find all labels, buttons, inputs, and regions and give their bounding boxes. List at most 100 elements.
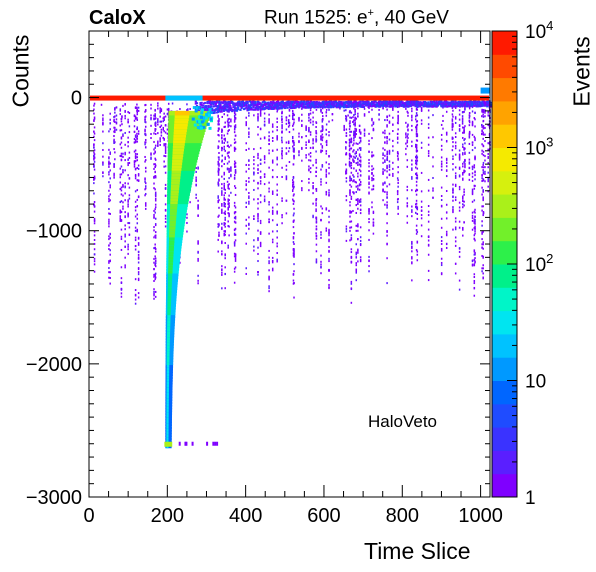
noise-cell <box>474 228 476 231</box>
noise-cell <box>325 173 328 176</box>
tail-cell <box>313 100 316 103</box>
noise-cell <box>445 162 448 165</box>
noise-cell <box>108 212 110 215</box>
noise-cell <box>136 127 139 130</box>
noise-cell <box>415 108 418 111</box>
noise-cell <box>127 141 129 144</box>
tail-cell <box>256 106 260 109</box>
tail-cell <box>420 103 423 106</box>
noise-cell <box>474 118 476 121</box>
noise-cell <box>353 142 355 145</box>
noise-cell <box>93 205 96 208</box>
noise-cell <box>414 115 417 118</box>
tail-cell <box>325 105 328 108</box>
noise-cell <box>144 125 147 128</box>
noise-cell <box>150 117 152 120</box>
noise-cell <box>153 152 155 155</box>
noise-cell <box>253 245 255 248</box>
tail-cell <box>321 102 324 105</box>
noise-cell <box>136 137 139 140</box>
noise-cell <box>350 179 353 182</box>
noise-cell <box>384 136 386 139</box>
tail-cell <box>329 106 333 109</box>
tail-cell <box>262 100 266 103</box>
noise-cell <box>474 257 476 260</box>
noise-cell <box>224 156 226 159</box>
noise-cell <box>271 256 274 259</box>
tail-cell <box>329 103 333 106</box>
noise-cell <box>328 250 330 253</box>
noise-cell <box>122 133 124 136</box>
noise-cell <box>108 181 110 184</box>
noise-cell <box>164 115 167 118</box>
tail-cell <box>390 101 394 104</box>
tail-cell <box>206 107 209 110</box>
tail-cell <box>436 104 439 107</box>
tail-cell <box>365 104 368 107</box>
noise-cell <box>124 199 126 202</box>
noise-cell <box>350 116 353 119</box>
noise-cell <box>392 116 394 119</box>
noise-cell <box>166 108 169 111</box>
tail-cell <box>367 104 370 107</box>
noise-cell <box>328 283 330 286</box>
tail-cell <box>424 104 428 107</box>
noise-cell <box>451 123 454 126</box>
noise-cell <box>144 185 147 188</box>
noise-cell <box>124 235 126 238</box>
noise-cell <box>359 165 362 168</box>
tail-cell <box>237 108 240 111</box>
noise-cell <box>382 170 384 173</box>
noise-cell <box>416 212 419 215</box>
noise-cell <box>227 118 229 121</box>
noise-cell <box>276 210 278 213</box>
noise-cell <box>309 167 312 170</box>
pulse-core-cell <box>171 180 180 185</box>
noise-cell <box>320 236 322 239</box>
tail-cell <box>422 105 425 108</box>
noise-cell <box>233 146 236 149</box>
noise-cell <box>291 145 294 148</box>
noise-cell <box>468 136 471 139</box>
noise-cell <box>93 177 96 180</box>
noise-cell <box>328 228 330 231</box>
pulse-core-cell <box>172 149 184 155</box>
noise-cell <box>315 221 318 224</box>
noise-cell <box>320 254 322 257</box>
noise-cell <box>481 246 483 249</box>
tail-cell <box>205 106 208 109</box>
noise-cell <box>187 108 189 111</box>
noise-cell <box>359 209 362 212</box>
tail-cell <box>212 105 215 108</box>
noise-cell <box>481 270 483 273</box>
noise-cell <box>349 120 351 123</box>
noise-cell <box>386 152 389 155</box>
noise-cell <box>315 130 317 133</box>
noise-cell <box>482 196 484 199</box>
noise-cell <box>109 232 111 235</box>
noise-cell <box>257 198 259 201</box>
noise-cell <box>144 146 147 149</box>
noise-cell <box>357 248 359 251</box>
noise-cell <box>350 155 353 158</box>
noise-cell <box>454 196 457 199</box>
tail-cell <box>280 104 283 107</box>
noise-cell <box>301 136 303 139</box>
tail-cell <box>264 104 267 107</box>
noise-cell <box>397 158 399 161</box>
noise-cell <box>234 217 237 220</box>
noise-cell <box>397 116 399 119</box>
noise-cell <box>396 121 399 124</box>
tail-cell <box>300 104 303 107</box>
noise-cell <box>119 219 122 222</box>
noise-cell <box>285 176 288 179</box>
noise-cell <box>271 123 274 126</box>
tail-cell <box>464 100 468 103</box>
noise-cell <box>257 215 259 218</box>
noise-cell <box>384 148 386 151</box>
noise-cell <box>353 191 355 194</box>
pulse-core-cell <box>168 255 174 260</box>
noise-cell <box>345 163 347 166</box>
noise-cell <box>119 217 122 220</box>
noise-cell <box>462 178 464 181</box>
